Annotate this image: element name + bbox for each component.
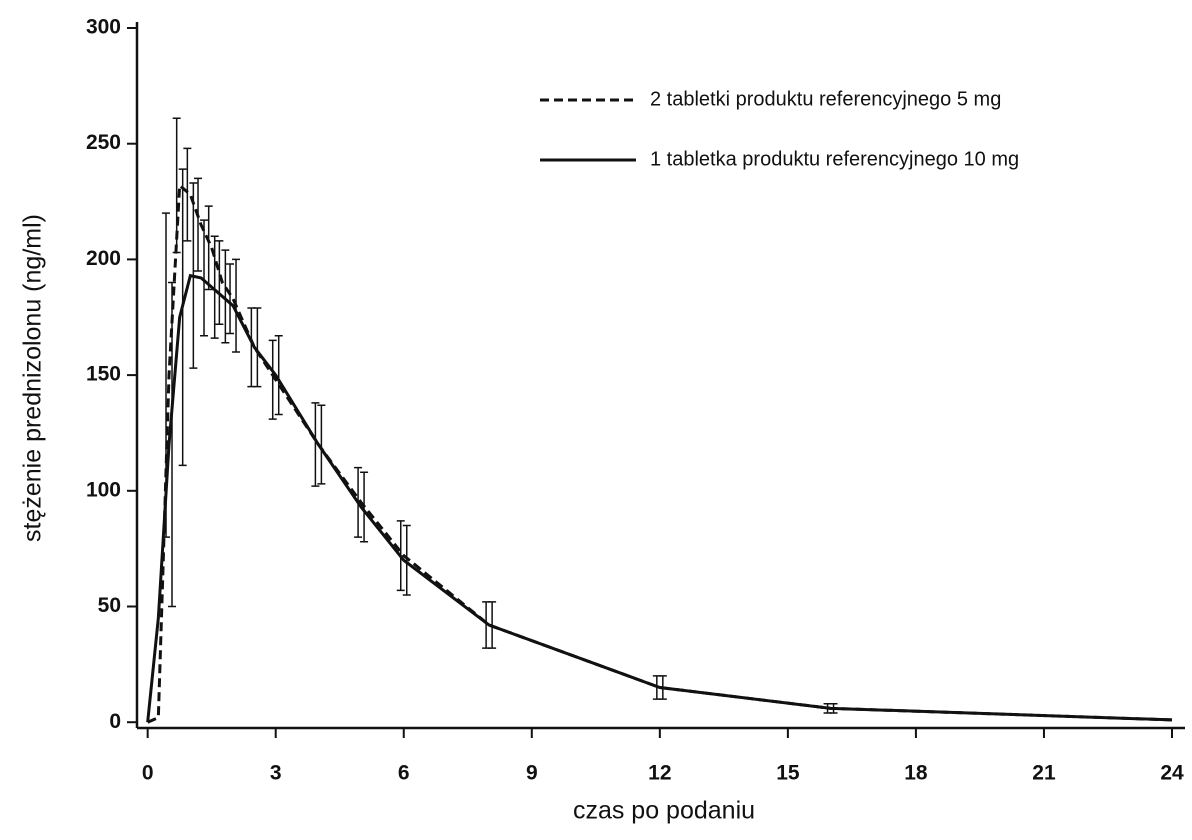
error-bar	[658, 675, 667, 700]
y-tick-label: 150	[86, 363, 121, 386]
x-tick-label: 15	[776, 762, 800, 785]
x-tick-label: 18	[904, 762, 928, 785]
y-tick-label: 50	[98, 594, 121, 617]
error-bar	[168, 281, 177, 608]
error-bar	[204, 205, 213, 291]
error-bar	[172, 117, 181, 254]
error-bar	[194, 177, 203, 272]
error-bar	[178, 168, 187, 467]
y-tick-label: 250	[86, 131, 121, 154]
error-bar	[215, 240, 224, 325]
error-bar	[360, 471, 369, 543]
y-tick-label: 300	[86, 16, 121, 39]
y-tick-label: 100	[86, 478, 121, 501]
legend-label: 1 tabletka produktu referencyjnego 10 mg	[650, 148, 1019, 170]
legend-label: 2 tabletki produktu referencyjnego 5 mg	[650, 88, 1001, 110]
error-bar	[183, 147, 192, 242]
x-tick-label: 12	[648, 762, 671, 785]
error-bar	[200, 219, 209, 337]
error-bar	[317, 404, 326, 485]
error-bar	[488, 601, 497, 649]
x-axis-label: czas po podaniu	[573, 797, 755, 825]
x-tick-label: 3	[270, 762, 282, 785]
x-tick-label: 9	[526, 762, 538, 785]
error-bar	[221, 249, 230, 344]
y-tick-label: 0	[109, 710, 121, 733]
error-bar	[829, 702, 838, 714]
x-tick-label: 0	[142, 762, 154, 785]
y-tick-label: 200	[86, 247, 121, 270]
series-line	[147, 182, 1173, 724]
error-bar	[226, 263, 235, 335]
series-line	[146, 273, 1173, 723]
x-tick-label: 21	[1032, 762, 1056, 785]
error-bar	[189, 182, 198, 369]
error-bar	[210, 235, 219, 339]
error-bar	[311, 402, 320, 487]
x-tick-label: 24	[1160, 762, 1184, 785]
error-bar	[268, 339, 277, 420]
error-bar	[274, 335, 283, 416]
error-bar	[402, 524, 411, 596]
x-tick-label: 6	[398, 762, 410, 785]
error-bar	[232, 258, 241, 353]
y-axis-label: stężenie prednizolonu (ng/ml)	[19, 214, 47, 542]
error-bar	[253, 307, 262, 388]
